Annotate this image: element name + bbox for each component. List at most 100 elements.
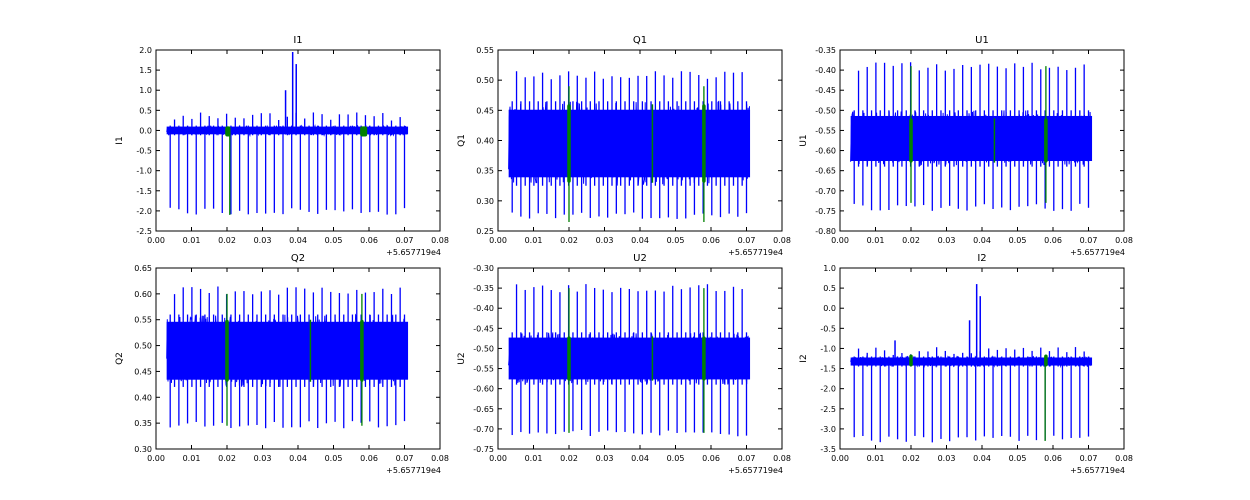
plot-area: [850, 284, 1093, 443]
x-tick-label: 0.03: [938, 236, 956, 245]
plot-area: [850, 62, 1093, 211]
x-tick-label: 0.05: [325, 454, 343, 463]
y-tick-label: 0.45: [476, 106, 494, 115]
subplot-Q1: 0.00 0.01 0.02 0.03 0.04 0.05 0.06 0.07 0.08 0.25…: [457, 35, 791, 257]
x-tick-label: 0.04: [289, 236, 307, 245]
x-tick-label: 0.06: [1044, 236, 1062, 245]
y-tick-label: 0.30: [476, 197, 494, 206]
y-tick-label: 0.0: [139, 126, 152, 135]
y-tick-label: -0.55: [815, 126, 836, 135]
plot-area: [508, 284, 751, 437]
x-tick-label: 0.03: [596, 454, 614, 463]
y-tick-label: -0.65: [473, 405, 494, 414]
y-tick-label: 0.65: [134, 264, 152, 273]
y-tick-label: -3.5: [820, 445, 836, 454]
x-tick-label: 0.08: [431, 236, 449, 245]
subplot-title: Q2: [291, 253, 305, 264]
x-tick-label: 0.08: [1115, 454, 1133, 463]
y-tick-label: -0.75: [473, 445, 494, 454]
y-tick-label: -0.40: [815, 66, 836, 75]
y-tick-label: 0.50: [134, 342, 152, 351]
x-tick-label: 0.04: [289, 454, 307, 463]
x-tick-label: 0.04: [973, 236, 991, 245]
y-tick-label: 1.5: [139, 66, 152, 75]
y-tick-label: -0.45: [473, 324, 494, 333]
x-tick-label: 0.05: [325, 236, 343, 245]
x-tick-label: 0.07: [1080, 454, 1098, 463]
x-tick-label: 0.04: [631, 236, 649, 245]
x-tick-label: 0.00: [489, 454, 507, 463]
x-tick-label: 0.05: [1009, 236, 1027, 245]
subplot-U1: 0.00 0.01 0.02 0.03 0.04 0.05 0.06 0.07 0.08 -0.8…: [799, 35, 1133, 257]
y-tick-label: 0.55: [134, 316, 152, 325]
y-tick-label: -0.40: [473, 304, 494, 313]
x-tick-label: 0.00: [147, 236, 165, 245]
x-tick-label: 0.00: [489, 236, 507, 245]
x-tick-label: 0.03: [254, 236, 272, 245]
y-tick-label: -2.0: [820, 385, 836, 394]
plot-area: [166, 52, 409, 215]
axes-frame: [155, 49, 441, 232]
x-tick-label: 0.02: [902, 454, 920, 463]
x-offset-label: +5.657719e4: [1070, 466, 1125, 475]
y-tick-label: -0.35: [815, 46, 836, 55]
x-tick-label: 0.01: [867, 454, 885, 463]
x-tick-label: 0.01: [525, 236, 543, 245]
x-tick-label: 0.02: [560, 236, 578, 245]
y-tick-label: -0.45: [815, 86, 836, 95]
y-tick-label: -1.5: [820, 365, 836, 374]
x-tick-label: 0.02: [560, 454, 578, 463]
x-offset-label: +5.657719e4: [386, 466, 441, 475]
y-tick-label: 0.25: [476, 227, 494, 236]
x-offset-label: +5.657719e4: [1070, 248, 1125, 257]
series-green-segment: [360, 126, 368, 137]
y-tick-label: -0.50: [473, 344, 494, 353]
y-tick-label: -0.65: [815, 167, 836, 176]
y-tick-label: -1.5: [136, 187, 152, 196]
x-tick-label: 0.01: [183, 236, 201, 245]
x-tick-label: 0.02: [218, 454, 236, 463]
subplot-title: Q1: [633, 35, 647, 46]
subplot-title: I1: [293, 35, 302, 46]
x-tick-label: 0.08: [1115, 236, 1133, 245]
x-tick-label: 0.06: [360, 454, 378, 463]
series-green-segment: [909, 354, 913, 367]
y-tick-label: 0.30: [134, 445, 152, 454]
subplot-U2: 0.00 0.01 0.02 0.03 0.04 0.05 0.06 0.07 0.08 -0.7…: [457, 253, 791, 475]
y-tick-label: -0.75: [815, 207, 836, 216]
y-tick-label: -0.80: [815, 227, 836, 236]
y-tick-label: -0.70: [815, 187, 836, 196]
x-offset-label: +5.657719e4: [728, 466, 783, 475]
x-tick-label: 0.07: [396, 454, 414, 463]
y-tick-label: 0.5: [823, 284, 836, 293]
x-tick-label: 0.00: [831, 454, 849, 463]
y-tick-label: -3.0: [820, 425, 836, 434]
plot-area: [508, 71, 751, 222]
y-tick-label: -0.70: [473, 425, 494, 434]
x-tick-label: 0.03: [938, 454, 956, 463]
y-tick-label: 0.40: [134, 393, 152, 402]
x-tick-label: 0.03: [254, 454, 272, 463]
y-tick-label: -2.5: [820, 405, 836, 414]
y-tick-label: 0.60: [134, 290, 152, 299]
y-tick-label: 0.45: [134, 367, 152, 376]
y-tick-label: 0.35: [476, 167, 494, 176]
y-tick-label: 0.5: [139, 106, 152, 115]
y-tick-label: 1.0: [823, 264, 836, 273]
subplot-I2: 0.00 0.01 0.02 0.03 0.04 0.05 0.06 0.07 0.08 -3.5…: [799, 253, 1133, 475]
y-tick-label: -0.35: [473, 284, 494, 293]
y-axis-label: U2: [457, 352, 467, 364]
subplot-title: U1: [975, 35, 989, 46]
x-tick-label: 0.06: [702, 236, 720, 245]
x-tick-label: 0.00: [831, 236, 849, 245]
x-tick-label: 0.05: [667, 236, 685, 245]
subplot-title: U2: [633, 253, 647, 264]
y-tick-label: -2.5: [136, 227, 152, 236]
y-axis-label: Q1: [457, 134, 467, 147]
y-tick-label: -0.60: [815, 147, 836, 156]
x-tick-label: 0.01: [525, 454, 543, 463]
y-tick-label: -1.0: [136, 167, 152, 176]
y-tick-label: -0.5: [136, 147, 152, 156]
x-tick-label: 0.07: [396, 236, 414, 245]
subplot-Q2: 0.00 0.01 0.02 0.03 0.04 0.05 0.06 0.07 0.08 0.30…: [115, 253, 449, 475]
